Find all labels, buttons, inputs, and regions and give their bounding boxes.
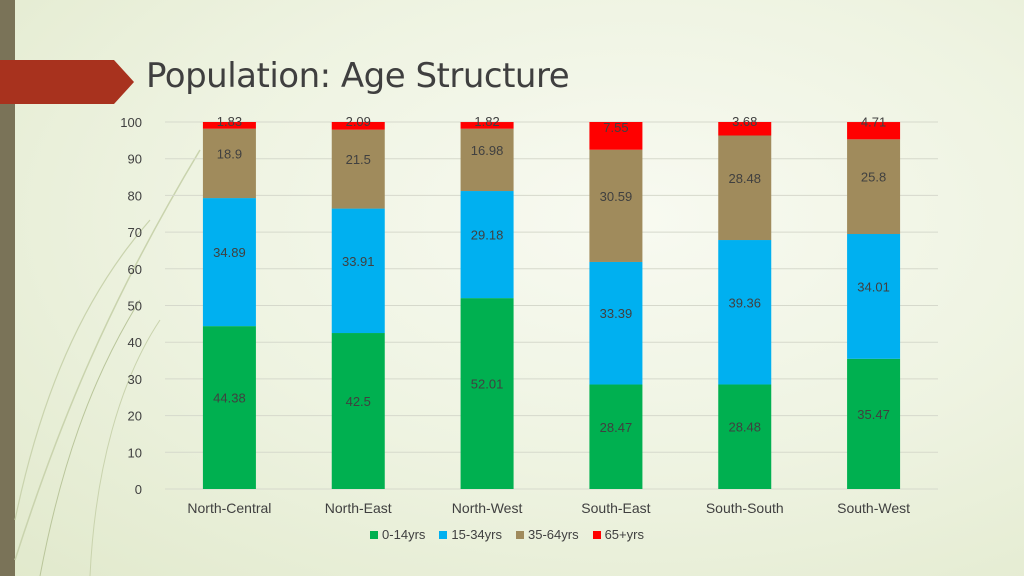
bar-35-64yrs-south-west bbox=[847, 139, 901, 235]
data-label: 3.68 bbox=[732, 114, 757, 129]
data-label: 28.48 bbox=[728, 420, 761, 435]
bar-65-yrs-north-west bbox=[460, 122, 514, 129]
bar-65-yrs-south-east bbox=[589, 122, 643, 150]
y-tick-label: 90 bbox=[128, 152, 142, 167]
bar-65-yrs-north-central bbox=[202, 122, 256, 129]
data-label: 28.48 bbox=[728, 171, 761, 186]
legend-label: 15-34yrs bbox=[451, 527, 502, 542]
legend-item: 15-34yrs bbox=[439, 527, 502, 542]
bar-15-34yrs-south-south bbox=[718, 240, 772, 385]
bar-35-64yrs-north-central bbox=[202, 128, 256, 199]
data-label: 34.01 bbox=[857, 279, 890, 294]
bar-35-64yrs-north-east bbox=[331, 129, 385, 209]
slide-title: Population: Age Structure bbox=[146, 56, 570, 96]
y-tick-label: 20 bbox=[128, 409, 142, 424]
data-label: 25.8 bbox=[861, 170, 886, 185]
data-label: 34.89 bbox=[213, 245, 246, 260]
bar-0-14yrs-north-west bbox=[460, 298, 514, 489]
bar-15-34yrs-south-west bbox=[847, 234, 901, 359]
data-label: 30.59 bbox=[600, 189, 633, 204]
legend-item: 65+yrs bbox=[592, 527, 644, 542]
chart-legend: 0-14yrs 15-34yrs 35-64yrs 65+yrs bbox=[0, 527, 1024, 542]
y-tick-label: 60 bbox=[128, 262, 142, 277]
bar-65-yrs-south-west bbox=[847, 122, 901, 140]
bar-0-14yrs-south-south bbox=[718, 384, 772, 489]
legend-swatch bbox=[370, 530, 379, 539]
bar-0-14yrs-south-east bbox=[589, 384, 643, 489]
x-category-label: North-East bbox=[325, 500, 392, 516]
legend-label: 35-64yrs bbox=[527, 527, 579, 542]
data-label: 7.55 bbox=[603, 120, 628, 135]
data-label: 4.71 bbox=[861, 115, 886, 130]
x-category-label: South-South bbox=[706, 500, 784, 516]
bar-65-yrs-south-south bbox=[718, 122, 772, 136]
y-tick-label: 50 bbox=[128, 299, 142, 314]
data-label: 44.38 bbox=[213, 391, 246, 406]
y-tick-label: 100 bbox=[120, 115, 142, 130]
bar-15-34yrs-north-central bbox=[202, 198, 256, 327]
data-label: 1.83 bbox=[217, 114, 242, 129]
bar-35-64yrs-south-east bbox=[589, 149, 643, 262]
bar-0-14yrs-north-central bbox=[202, 326, 256, 489]
title-accent-arrow bbox=[0, 60, 134, 104]
data-label: 42.5 bbox=[346, 394, 371, 409]
left-decor-band bbox=[0, 0, 15, 576]
x-category-label: North-Central bbox=[187, 500, 271, 516]
data-label: 39.36 bbox=[728, 295, 761, 310]
bar-15-34yrs-north-east bbox=[331, 208, 385, 334]
x-category-label: South-West bbox=[837, 500, 910, 516]
y-tick-label: 70 bbox=[128, 225, 142, 240]
data-label: 33.91 bbox=[342, 254, 375, 269]
legend-item: 35-64yrs bbox=[515, 527, 579, 542]
bar-15-34yrs-north-west bbox=[460, 191, 514, 299]
data-label: 18.9 bbox=[217, 146, 242, 161]
data-label: 52.01 bbox=[471, 377, 504, 392]
x-category-label: North-West bbox=[452, 500, 523, 516]
bar-0-14yrs-south-west bbox=[847, 358, 901, 489]
data-label: 33.39 bbox=[600, 306, 633, 321]
legend-swatch bbox=[439, 530, 448, 539]
data-label: 29.18 bbox=[471, 228, 504, 243]
y-tick-label: 30 bbox=[128, 372, 142, 387]
y-tick-label: 80 bbox=[128, 188, 142, 203]
bar-15-34yrs-south-east bbox=[589, 261, 643, 385]
data-label: 2.09 bbox=[346, 114, 371, 129]
data-label: 28.47 bbox=[600, 420, 633, 435]
legend-label: 0-14yrs bbox=[382, 527, 426, 542]
bar-35-64yrs-south-south bbox=[718, 135, 772, 241]
data-label: 1.82 bbox=[474, 114, 499, 129]
bar-65-yrs-north-east bbox=[331, 122, 385, 130]
legend-item: 0-14yrs bbox=[370, 527, 425, 542]
y-tick-label: 10 bbox=[128, 445, 142, 460]
data-label: 16.98 bbox=[471, 143, 504, 158]
y-tick-label: 0 bbox=[135, 482, 142, 497]
x-category-label: South-East bbox=[581, 500, 650, 516]
y-tick-label: 40 bbox=[128, 335, 142, 350]
data-label: 21.5 bbox=[346, 152, 371, 167]
bar-35-64yrs-north-west bbox=[460, 128, 514, 192]
data-label: 35.47 bbox=[857, 407, 890, 422]
legend-label: 65+yrs bbox=[604, 527, 644, 542]
legend-swatch bbox=[592, 530, 601, 539]
bar-0-14yrs-north-east bbox=[331, 333, 385, 489]
legend-swatch bbox=[515, 530, 524, 539]
